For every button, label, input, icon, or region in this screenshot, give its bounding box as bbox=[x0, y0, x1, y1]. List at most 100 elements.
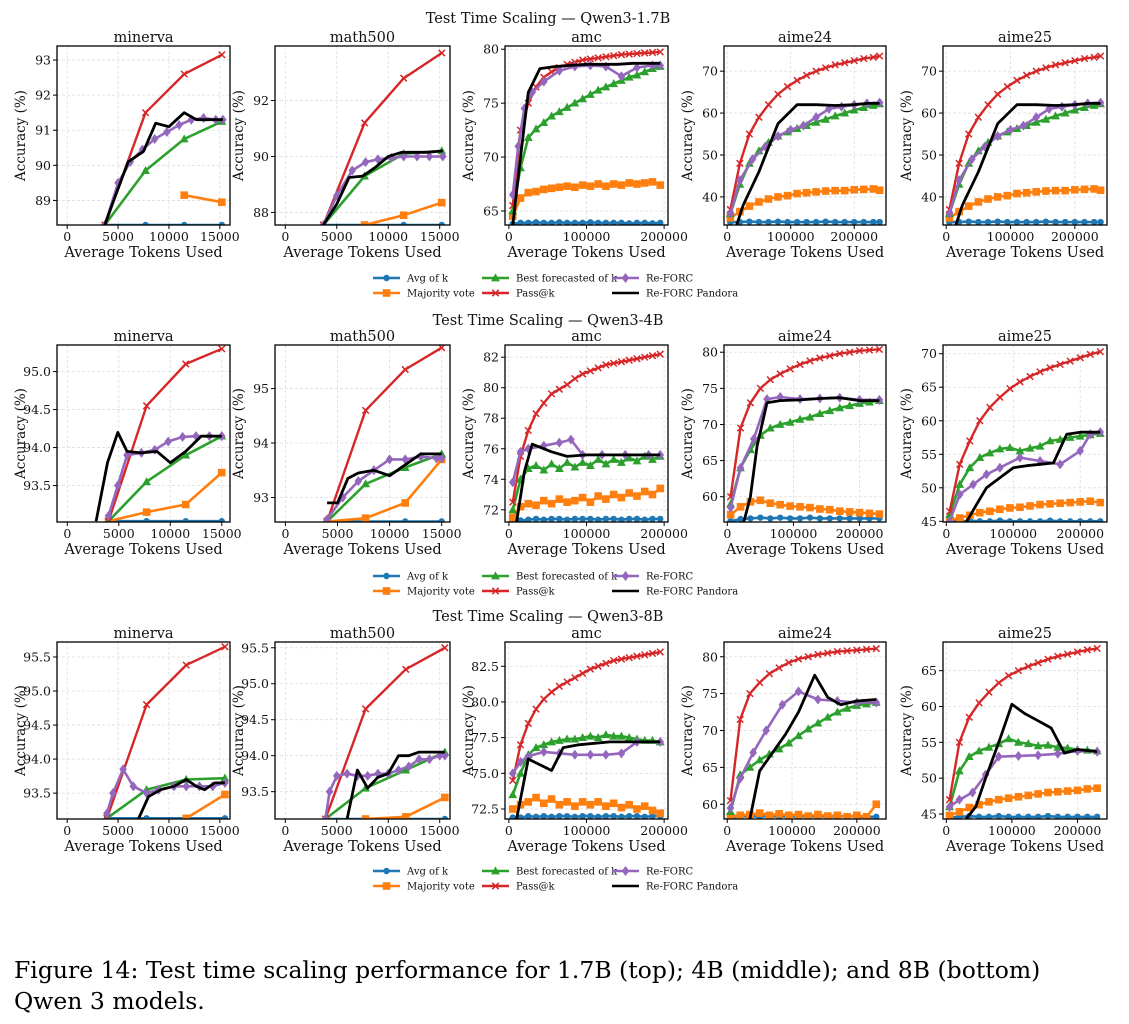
data-point bbox=[964, 202, 973, 210]
data-point bbox=[872, 644, 881, 653]
data-point bbox=[995, 679, 1003, 687]
data-point bbox=[547, 111, 556, 120]
legend-swatch-marker bbox=[491, 571, 500, 580]
data-point bbox=[609, 454, 619, 463]
data-point bbox=[1097, 518, 1104, 522]
data-point bbox=[1087, 518, 1094, 522]
data-point bbox=[786, 502, 794, 510]
data-point bbox=[1086, 350, 1095, 359]
data-point bbox=[593, 733, 603, 742]
x-tick-label: 200000 bbox=[640, 229, 688, 244]
x-tick-label: 10000 bbox=[370, 526, 410, 541]
data-point bbox=[1096, 427, 1105, 438]
data-point bbox=[361, 479, 371, 488]
y-axis-label: Accuracy (%) bbox=[231, 388, 247, 480]
data-point bbox=[1045, 436, 1055, 445]
series-majority-vote bbox=[726, 800, 881, 819]
y-tick-label: 70 bbox=[702, 64, 718, 79]
y-tick-label: 70 bbox=[702, 723, 718, 738]
data-point bbox=[1016, 452, 1024, 463]
data-point bbox=[587, 219, 594, 225]
group-title: Test Time Scaling — Qwen3-4B bbox=[433, 313, 664, 329]
data-point bbox=[755, 113, 763, 121]
legend-item-re-forc: Re-FORC bbox=[612, 571, 693, 583]
panel-minerva: 0 5000 10000 15000 93.5 94.0 94.5 95.0 95.5 miner… bbox=[13, 626, 240, 855]
series-re-forc-pandora bbox=[748, 673, 877, 819]
data-point bbox=[984, 100, 992, 109]
x-tick-label: 200000 bbox=[1051, 229, 1099, 244]
data-point bbox=[609, 359, 618, 368]
data-point bbox=[976, 518, 984, 522]
data-point bbox=[532, 501, 540, 510]
x-tick-label: 100000 bbox=[768, 823, 816, 838]
x-axis-label: Average Tokens Used bbox=[725, 542, 884, 558]
y-tick-label: 50 bbox=[702, 147, 718, 162]
data-point bbox=[570, 734, 580, 743]
data-point bbox=[1066, 498, 1074, 507]
y-tick-label: 89 bbox=[35, 193, 51, 208]
data-point bbox=[539, 117, 549, 126]
data-point bbox=[746, 218, 753, 225]
data-point bbox=[748, 154, 757, 165]
data-point bbox=[523, 133, 533, 142]
data-point bbox=[826, 515, 833, 522]
series-majority-vote bbox=[361, 793, 449, 819]
data-point bbox=[123, 450, 131, 461]
data-point bbox=[563, 798, 571, 806]
x-tick-label: 0 bbox=[505, 229, 513, 244]
data-point bbox=[594, 364, 602, 372]
data-point bbox=[563, 516, 571, 522]
data-point bbox=[524, 798, 533, 806]
data-point bbox=[955, 489, 964, 500]
data-point bbox=[438, 151, 447, 162]
data-point bbox=[432, 453, 441, 464]
series-line bbox=[729, 348, 880, 497]
data-point bbox=[441, 644, 449, 652]
data-point bbox=[1063, 787, 1072, 795]
y-tick-label: 60 bbox=[702, 489, 718, 504]
data-point bbox=[813, 718, 823, 727]
data-point bbox=[441, 793, 449, 802]
plot-frame bbox=[942, 344, 1108, 523]
data-point bbox=[649, 220, 656, 225]
data-point bbox=[594, 54, 602, 62]
legend-label: Pass@k bbox=[516, 587, 556, 598]
data-point bbox=[516, 446, 525, 457]
series-pass-k bbox=[509, 648, 664, 785]
data-point bbox=[516, 502, 525, 511]
x-tick-label: 0 bbox=[281, 526, 289, 541]
data-point bbox=[508, 505, 518, 514]
y-tick-label: 92 bbox=[35, 88, 51, 103]
data-point bbox=[332, 770, 341, 781]
data-point bbox=[965, 218, 972, 225]
x-tick-label: 0 bbox=[63, 229, 71, 244]
legend-item-pass-k: Pass@k bbox=[482, 289, 556, 300]
legend-label: Majority vote bbox=[407, 289, 475, 300]
plot-frame bbox=[56, 344, 231, 523]
data-point bbox=[1074, 813, 1081, 819]
series-majority-vote bbox=[508, 484, 665, 522]
data-point bbox=[641, 219, 648, 225]
series-line bbox=[107, 435, 223, 522]
data-point bbox=[1063, 743, 1073, 752]
data-point bbox=[602, 361, 610, 369]
data-point bbox=[578, 798, 587, 806]
series-line bbox=[345, 750, 445, 819]
data-point bbox=[648, 48, 657, 57]
data-point bbox=[1015, 813, 1022, 819]
data-point bbox=[625, 800, 633, 809]
plot-frame bbox=[274, 344, 451, 523]
data-point bbox=[1005, 813, 1012, 819]
series-line bbox=[324, 646, 446, 819]
data-point bbox=[865, 509, 874, 518]
data-point bbox=[1024, 662, 1033, 671]
data-point bbox=[736, 159, 744, 168]
legend-swatch-marker bbox=[491, 882, 500, 890]
data-point bbox=[547, 737, 556, 746]
data-point bbox=[1004, 671, 1013, 680]
y-tick-label: 65 bbox=[921, 380, 937, 395]
data-point bbox=[726, 812, 735, 819]
legend-label: Best forecasted of k bbox=[516, 867, 618, 878]
data-point bbox=[757, 514, 764, 521]
series-best-forecasted-of-k bbox=[945, 734, 1102, 811]
